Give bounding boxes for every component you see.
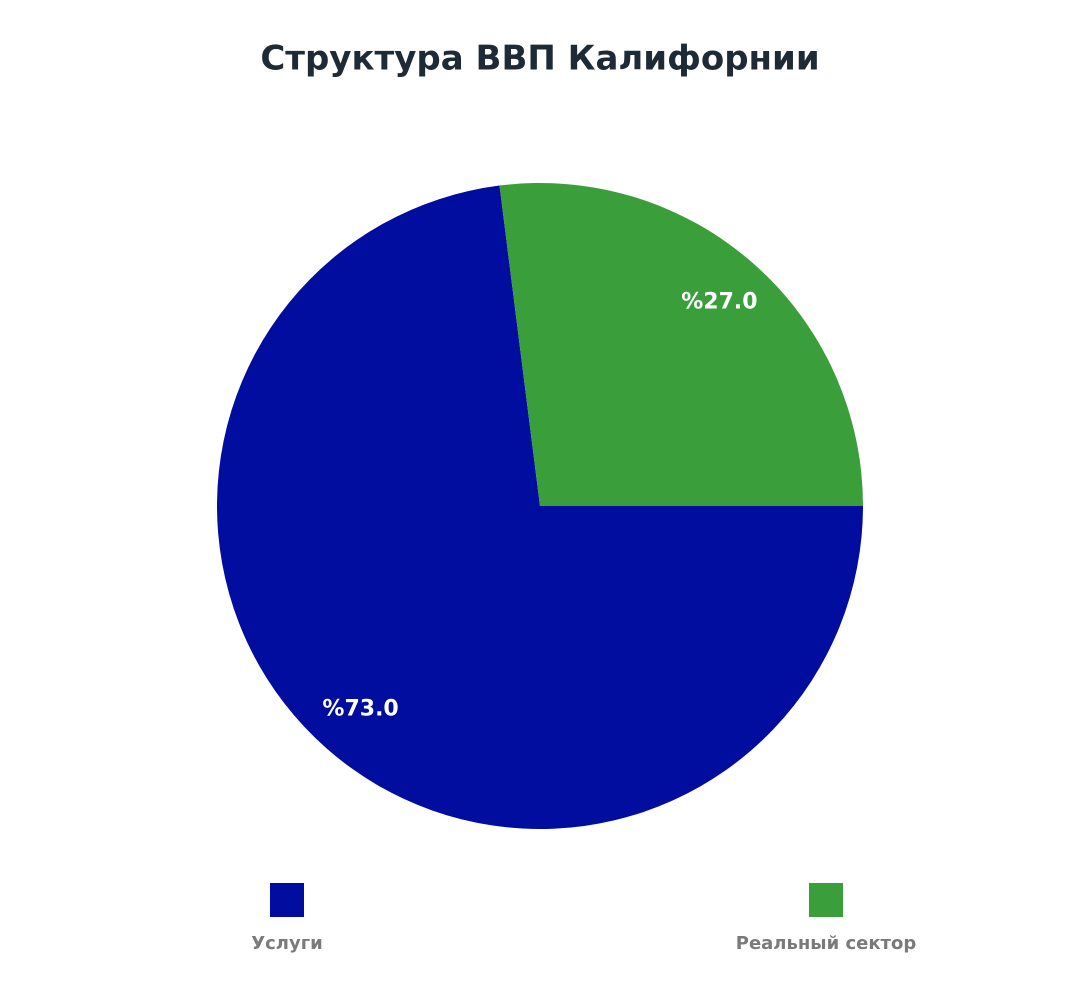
legend-swatch: [270, 883, 304, 917]
value-label: %27.0: [681, 289, 757, 314]
legend-swatch: [809, 883, 843, 917]
chart-title: Структура ВВП Калифорнии: [260, 39, 819, 79]
legend-label: Реальный сектор: [736, 933, 917, 954]
value-label: %73.0: [322, 697, 398, 722]
legend-label: Услуги: [251, 933, 322, 954]
pie-slice: [499, 183, 863, 506]
pie-slice: [216, 185, 863, 829]
